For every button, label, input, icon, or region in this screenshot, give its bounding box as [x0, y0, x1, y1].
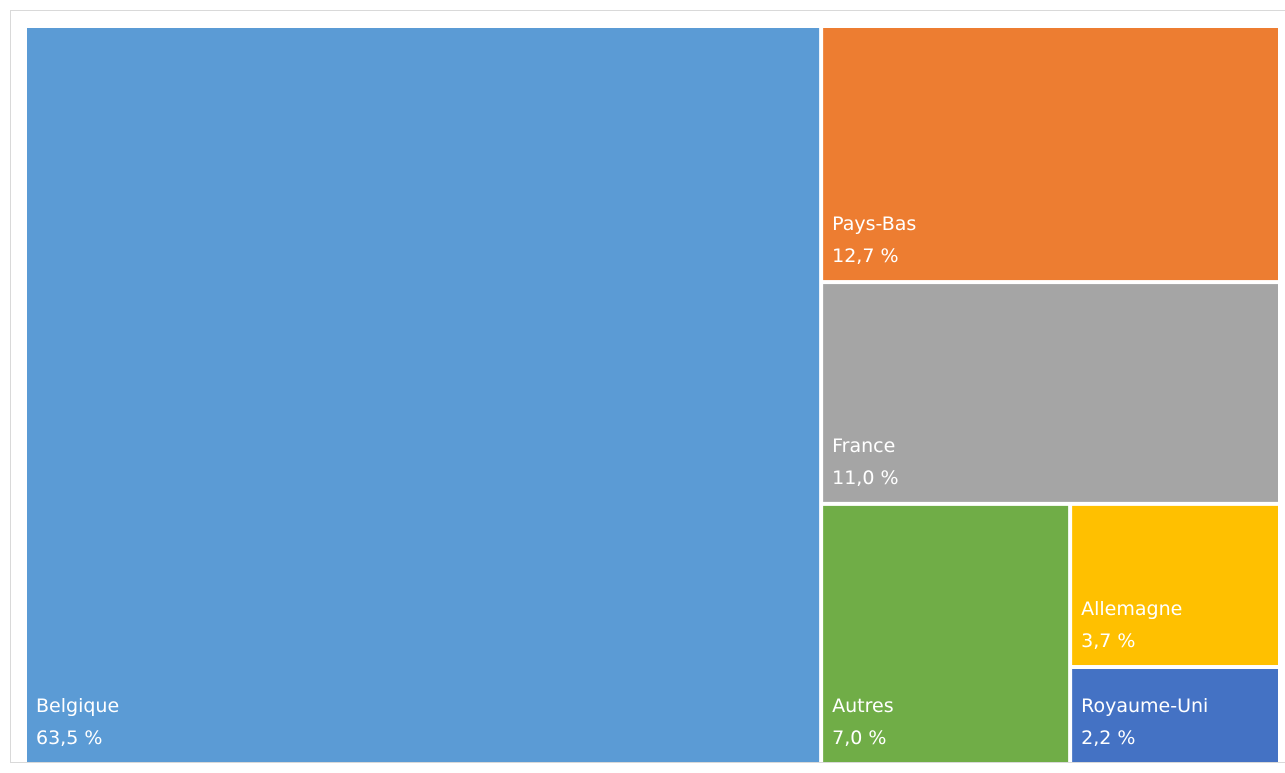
tile-label: Allemagne	[1081, 598, 1182, 620]
tile-label: France	[832, 435, 895, 457]
tile	[823, 284, 1278, 502]
tile-value-label: 11,0 %	[832, 467, 898, 489]
tile	[823, 505, 1069, 762]
tile-value-label: 63,5 %	[36, 727, 102, 749]
tile-label: Royaume-Uni	[1081, 695, 1208, 717]
tile-value-label: 3,7 %	[1081, 630, 1135, 652]
tile-label: Belgique	[36, 695, 119, 717]
tile-value-label: 12,7 %	[832, 245, 898, 267]
tile-label: Pays-Bas	[832, 213, 916, 235]
tile	[823, 28, 1278, 281]
tile-value-label: 2,2 %	[1081, 727, 1135, 749]
tile	[1072, 669, 1278, 762]
tile	[27, 28, 820, 762]
tile-label: Autres	[832, 695, 893, 717]
tile-value-label: 7,0 %	[832, 727, 886, 749]
tile	[1072, 505, 1278, 666]
chart-frame	[10, 10, 1285, 763]
